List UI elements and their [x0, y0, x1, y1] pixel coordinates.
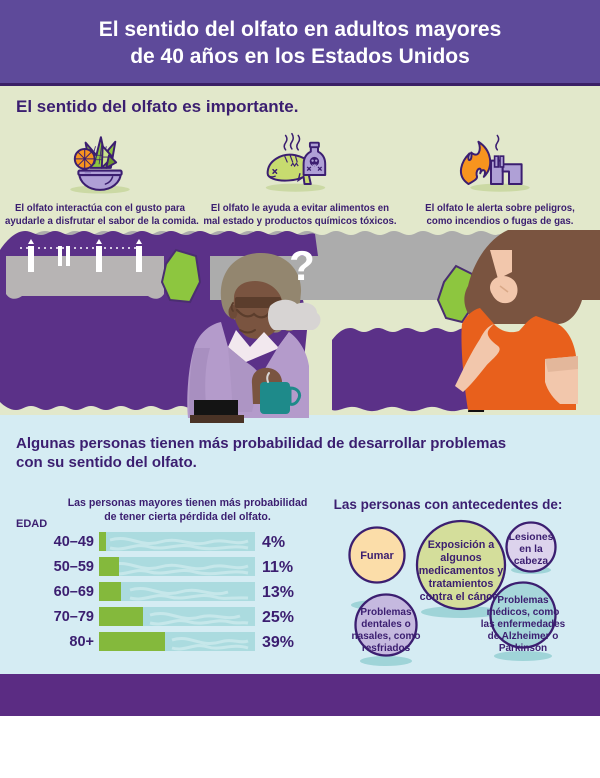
svg-text:?: ?	[289, 242, 315, 289]
svg-text:Fumar: Fumar	[360, 550, 394, 562]
svg-text:medicamentos y: medicamentos y	[419, 565, 504, 577]
svg-text:contra el cáncer: contra el cáncer	[420, 591, 504, 603]
svg-text:dentales o: dentales o	[361, 619, 410, 630]
svg-text:nasales, como: nasales, como	[352, 631, 421, 642]
svg-text:las enfermedades: las enfermedades	[481, 619, 566, 630]
svg-text:médicos, como: médicos, como	[487, 607, 560, 618]
svg-text:tratamientos: tratamientos	[429, 578, 494, 590]
svg-text:Lesiones: Lesiones	[509, 532, 554, 543]
svg-text:de Alzheimer o: de Alzheimer o	[488, 631, 559, 642]
svg-text:resfriados: resfriados	[362, 643, 411, 654]
svg-text:Problemas: Problemas	[497, 595, 549, 606]
svg-text:algunos: algunos	[440, 552, 481, 564]
svg-text:Parkinson: Parkinson	[499, 643, 547, 654]
svg-text:cabeza: cabeza	[514, 556, 549, 567]
svg-text:en la: en la	[519, 544, 543, 555]
svg-text:Problemas: Problemas	[360, 607, 412, 618]
svg-text:Exposición a: Exposición a	[428, 539, 496, 551]
